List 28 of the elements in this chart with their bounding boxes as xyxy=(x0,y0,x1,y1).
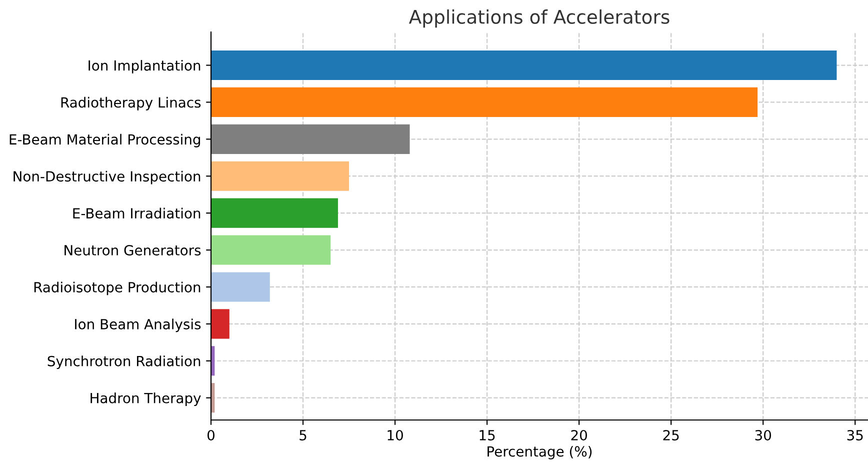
x-tick-label: 25 xyxy=(663,430,679,440)
x-axis-title: Percentage (%) xyxy=(488,446,592,460)
bar xyxy=(211,272,270,302)
chart-title: Applications of Accelerators xyxy=(408,9,670,28)
x-tick-label: 15 xyxy=(480,430,495,440)
x-tick-label: 0 xyxy=(207,430,214,440)
y-tick-label: Ion Beam Analysis xyxy=(75,318,201,332)
y-tick-label: Radiotherapy Linacs xyxy=(61,96,201,110)
x-tick-label: 5 xyxy=(300,430,306,440)
x-tick-label: 10 xyxy=(388,430,403,440)
bar xyxy=(211,87,758,117)
bar xyxy=(211,235,331,265)
x-tick-label: 30 xyxy=(755,430,772,440)
bar xyxy=(211,309,230,339)
bar xyxy=(211,198,338,228)
y-tick-label: Synchrotron Radiation xyxy=(48,356,200,370)
y-tick-label: Neutron Generators xyxy=(64,244,201,256)
y-tick-label: Ion Implantation xyxy=(88,60,200,74)
y-tick-label: Non-Destructive Inspection xyxy=(14,170,200,184)
y-tick-label: Radioisotope Production xyxy=(34,282,200,296)
bar xyxy=(211,50,837,80)
x-tick-label: 35 xyxy=(847,430,863,440)
y-tick-label: Hadron Therapy xyxy=(90,392,201,406)
bar xyxy=(211,161,350,191)
y-tick-label: E-Beam Material Processing xyxy=(10,134,200,148)
y-tick-label: E-Beam Irradiation xyxy=(73,208,200,219)
x-tick-label: 20 xyxy=(571,430,587,440)
bar xyxy=(211,124,410,154)
